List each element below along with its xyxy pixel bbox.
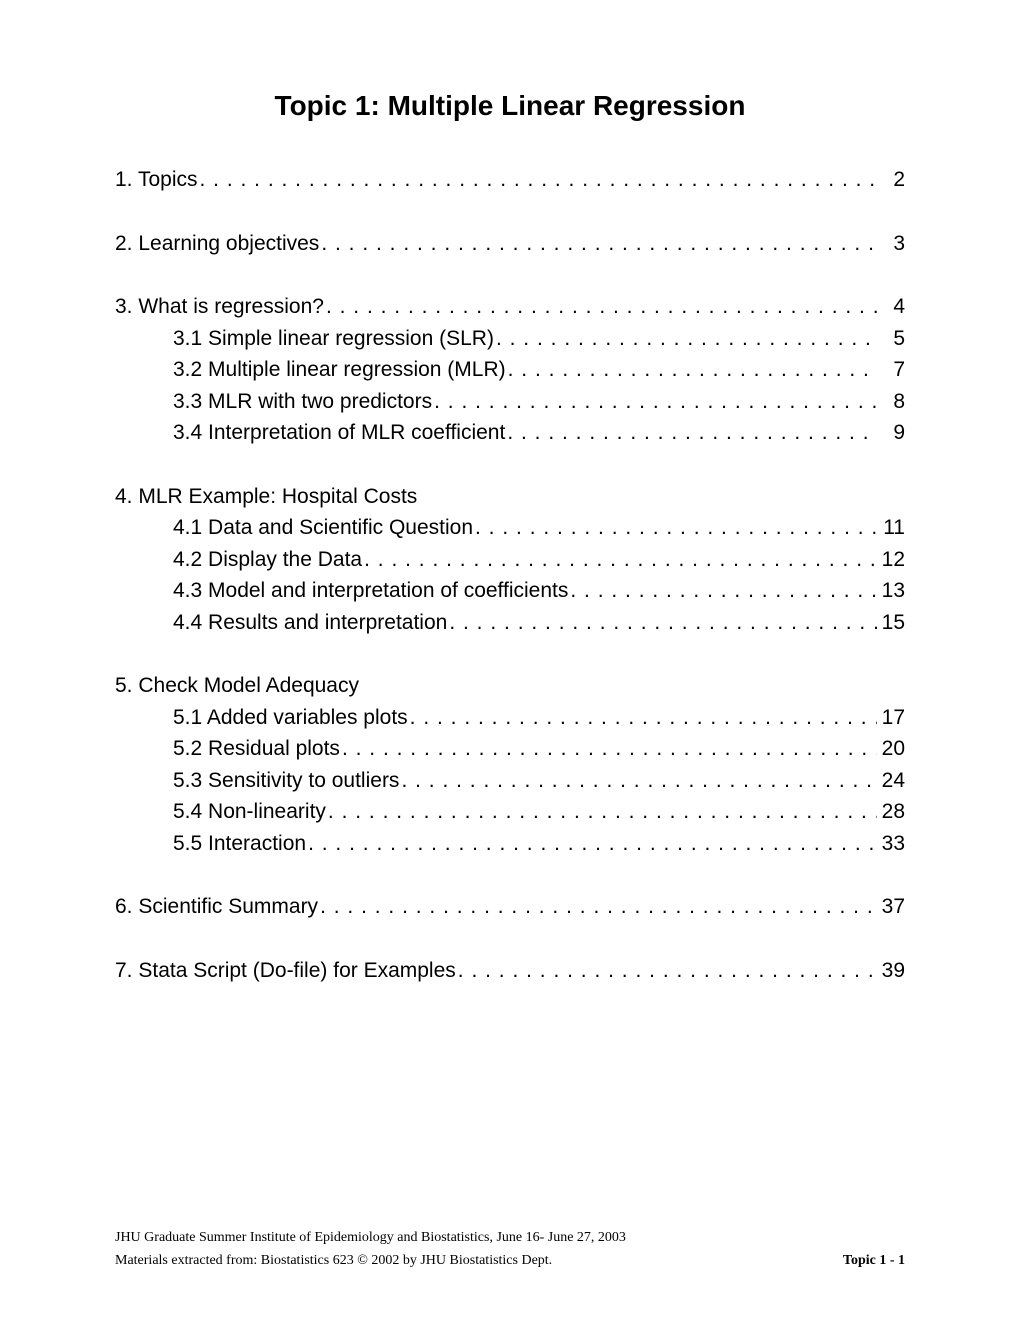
toc-entry: 5.1 Added variables plots 17: [173, 702, 905, 734]
toc-entry: 5.2 Residual plots 20: [173, 733, 905, 765]
toc-entry: 4.2 Display the Data 12: [173, 544, 905, 576]
toc-dot-leader: [473, 512, 877, 544]
toc-entry-label: 3.3 MLR with two predictors: [173, 386, 432, 418]
toc-entry: 5.3 Sensitivity to outliers 24: [173, 765, 905, 797]
toc-entry-label: 3. What is regression?: [115, 291, 324, 323]
toc-entry: 3.1 Simple linear regression (SLR) 5: [173, 323, 905, 355]
toc-entry-page: 8: [877, 386, 905, 418]
toc-dot-leader: [447, 607, 877, 639]
toc-dot-leader: [506, 354, 877, 386]
toc-entry-page: 39: [877, 955, 905, 987]
toc-entry-page: 3: [877, 228, 905, 260]
toc-entry-page: 33: [877, 828, 905, 860]
toc-entry: 6. Scientific Summary 37: [115, 891, 905, 923]
toc-dot-leader: [362, 544, 877, 576]
toc-entry-page: 13: [877, 575, 905, 607]
footer-line-2: Materials extracted from: Biostatistics …: [115, 1249, 552, 1272]
toc-entry-label: 4. MLR Example: Hospital Costs: [115, 481, 417, 513]
toc-dot-leader: [324, 291, 877, 323]
toc-entry-label: 2. Learning objectives: [115, 228, 319, 260]
toc-entry: 5.4 Non-linearity 28: [173, 796, 905, 828]
toc-entry-label: 6. Scientific Summary: [115, 891, 318, 923]
page-footer: JHU Graduate Summer Institute of Epidemi…: [115, 1226, 905, 1272]
toc-gap: [115, 259, 905, 291]
toc-entry-page: 11: [877, 512, 905, 544]
toc-entry-page: 9: [877, 417, 905, 449]
toc-entry-label: 4.1 Data and Scientific Question: [173, 512, 473, 544]
toc-entry-page: 20: [877, 733, 905, 765]
toc-dot-leader: [456, 955, 877, 987]
toc-gap: [115, 923, 905, 955]
toc-dot-leader: [505, 417, 877, 449]
table-of-contents: 1. Topics 2 2. Learning objectives 3 3. What…: [115, 164, 905, 986]
toc-entry-label: 4.3 Model and interpretation of coeffici…: [173, 575, 568, 607]
toc-entry: 2. Learning objectives 3: [115, 228, 905, 260]
toc-entry: 4.3 Model and interpretation of coeffici…: [173, 575, 905, 607]
toc-gap: [115, 638, 905, 670]
toc-entry-label: 4.2 Display the Data: [173, 544, 362, 576]
page-title: Topic 1: Multiple Linear Regression: [115, 90, 905, 122]
toc-dot-leader: [568, 575, 877, 607]
toc-entry: 5.5 Interaction 33: [173, 828, 905, 860]
toc-entry-label: 3.4 Interpretation of MLR coefficient: [173, 417, 505, 449]
toc-entry-page: 24: [877, 765, 905, 797]
toc-entry: 5. Check Model Adequacy: [115, 670, 905, 702]
toc-entry-label: 5.2 Residual plots: [173, 733, 340, 765]
toc-entry: 3.3 MLR with two predictors 8: [173, 386, 905, 418]
toc-entry-label: 1. Topics: [115, 164, 198, 196]
toc-dot-leader: [319, 228, 877, 260]
toc-entry-label: 5.5 Interaction: [173, 828, 306, 860]
toc-dot-leader: [326, 796, 877, 828]
toc-entry-label: 3.1 Simple linear regression (SLR): [173, 323, 494, 355]
toc-entry-label: 5.3 Sensitivity to outliers: [173, 765, 399, 797]
toc-dot-leader: [494, 323, 877, 355]
toc-dot-leader: [198, 164, 878, 196]
toc-entry-label: 3.2 Multiple linear regression (MLR): [173, 354, 506, 386]
toc-entry-page: 12: [877, 544, 905, 576]
footer-page-number: Topic 1 - 1: [843, 1249, 905, 1272]
footer-line-1: JHU Graduate Summer Institute of Epidemi…: [115, 1226, 905, 1249]
toc-entry-label: 7. Stata Script (Do-file) for Examples: [115, 955, 456, 987]
toc-entry-page: 28: [877, 796, 905, 828]
toc-dot-leader: [306, 828, 877, 860]
toc-entry-page: 17: [877, 702, 905, 734]
toc-entry-page: 2: [877, 164, 905, 196]
toc-entry: 4.1 Data and Scientific Question 11: [173, 512, 905, 544]
toc-gap: [115, 196, 905, 228]
toc-entry-page: 4: [877, 291, 905, 323]
toc-entry-page: 5: [877, 323, 905, 355]
toc-dot-leader: [318, 891, 877, 923]
toc-gap: [115, 859, 905, 891]
toc-entry: 3. What is regression? 4: [115, 291, 905, 323]
toc-entry: 3.4 Interpretation of MLR coefficient 9: [173, 417, 905, 449]
toc-entry: 4. MLR Example: Hospital Costs: [115, 481, 905, 513]
toc-entry-label: 5. Check Model Adequacy: [115, 670, 359, 702]
toc-entry-label: 5.4 Non-linearity: [173, 796, 326, 828]
toc-entry-page: 37: [877, 891, 905, 923]
toc-dot-leader: [432, 386, 877, 418]
toc-entry-label: 4.4 Results and interpretation: [173, 607, 447, 639]
toc-entry: 3.2 Multiple linear regression (MLR) 7: [173, 354, 905, 386]
toc-dot-leader: [399, 765, 877, 797]
toc-entry: 7. Stata Script (Do-file) for Examples 3…: [115, 955, 905, 987]
toc-entry-label: 5.1 Added variables plots: [173, 702, 408, 734]
toc-entry: 4.4 Results and interpretation 15: [173, 607, 905, 639]
toc-dot-leader: [408, 702, 877, 734]
toc-gap: [115, 449, 905, 481]
toc-entry: 1. Topics 2: [115, 164, 905, 196]
toc-entry-page: 7: [877, 354, 905, 386]
toc-dot-leader: [340, 733, 877, 765]
toc-entry-page: 15: [877, 607, 905, 639]
